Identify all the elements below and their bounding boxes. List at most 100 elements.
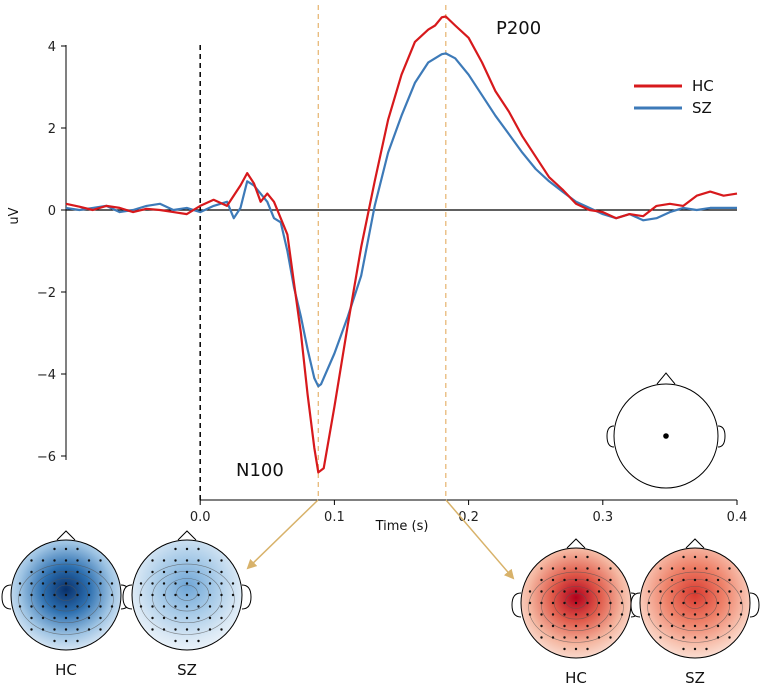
topomap-sensor [647,613,651,616]
topomap-sensor [705,624,708,628]
topomap-sensor [716,613,720,616]
topomap-sensor [563,601,566,605]
topomap-nose [685,538,705,549]
head-left-ear [606,425,615,448]
topomap-sensor [99,559,102,562]
topomap-sensor [528,590,532,593]
topomap-sensor [659,624,662,628]
topomap-sensor [220,593,223,597]
topomap-sensor [197,582,200,585]
topomap-sensor [574,567,578,570]
topomap-sensor [151,559,154,562]
topomap-sensor [220,605,223,608]
topomap-sensor [540,636,543,639]
topomap-sensor [693,647,697,651]
topomap-sensor [563,636,566,639]
topomap-sensor [197,628,200,631]
topomap-sensor [41,605,45,608]
topomap-sensor [597,613,601,616]
annotation-n100: N100 [236,460,284,481]
topomap-sensor [540,624,543,628]
topomap-sensor [574,555,578,559]
topomap-sensor [30,593,33,597]
topomap-sensor [87,559,91,562]
y-axis-label: uV [7,207,22,224]
x-axis-label: Time (s) [375,519,429,534]
topomap-label: SZ [685,669,705,687]
topomap-sensor [174,628,177,631]
topomap-sensor [30,582,33,585]
topomap-sensor [139,582,143,585]
topomap-sensor [586,578,589,582]
topomap-sensor [110,593,114,597]
topomap-sensor [659,590,662,593]
topomap-sensor [208,559,212,562]
topomap-sensor [551,636,555,639]
marker-lines [317,5,447,500]
sensor-dot [663,433,669,439]
topomap-sensor [705,590,708,593]
topomap-sensor [87,605,91,608]
topomap-left-ear [1,584,12,610]
topomap-sensor [716,567,720,570]
topomap-sensor [162,570,166,574]
topomap-sensor [670,624,674,628]
topomap-sensor [41,559,45,562]
topomap-sensor [64,605,68,608]
topomap-sensor [53,628,56,631]
topomap-right-ear [241,584,252,610]
x-tick-label: 0.1 [324,510,345,525]
topomap-left-ear [630,592,641,618]
series [65,15,738,474]
topomap-sensor [151,628,154,631]
topomap-sensor [110,582,114,585]
topomap-sensor [41,570,45,574]
topomap-sensor [540,590,543,593]
topomap-sensor [76,559,79,562]
topomap-sensor [563,578,566,582]
topomap-sensor [574,624,578,628]
y-tick-label: −4 [37,368,56,383]
topomap-sensor [693,590,697,593]
topomap-sensor [185,559,189,562]
topomap-sensor [64,593,68,597]
topomap-sensor [659,601,662,605]
topomap-sensor [586,613,589,616]
topomap-sensor [728,590,731,593]
arrow-p200-to-topomaps [445,499,515,580]
topomap-hc-p200: HC [511,538,641,687]
topomap-sensor [162,593,166,597]
topomap-sensor [693,578,697,582]
topomap-sensor [208,605,212,608]
topomap-sensor [540,613,543,616]
legend-label-hc: HC [692,77,714,95]
topomap-sensor [64,547,68,551]
topomap-sensor [586,647,589,651]
topomap-sensor [693,601,697,605]
topomap-sensor [540,601,543,605]
topomaps: HC SZ HC SZ [1,530,760,687]
topomap-sensor [162,628,166,631]
topomap-sensor [76,628,79,631]
topomap-sensor [682,636,685,639]
topomap-sensor [197,616,200,620]
topomap-sensor [609,613,612,616]
topomap-sensor [162,605,166,608]
sensor-location-head [606,372,726,489]
topomap-sensor [563,555,566,559]
topomap-sensor [174,605,177,608]
topomap-sensor [41,616,45,620]
topomap-sensor [705,613,708,616]
topomap-sensor [185,639,189,643]
topomap-sz-n100: SZ [122,530,252,679]
topomap-sensor [99,570,102,574]
topomap-sensor [705,636,708,639]
topomap-sensor [563,624,566,628]
topomap-sensor [693,624,697,628]
legend-label-sz: SZ [692,99,712,117]
y-tick-label: 4 [48,40,56,55]
topomap-sensor [540,578,543,582]
topomap-sensor [76,593,79,597]
topomap-sensor [197,593,200,597]
